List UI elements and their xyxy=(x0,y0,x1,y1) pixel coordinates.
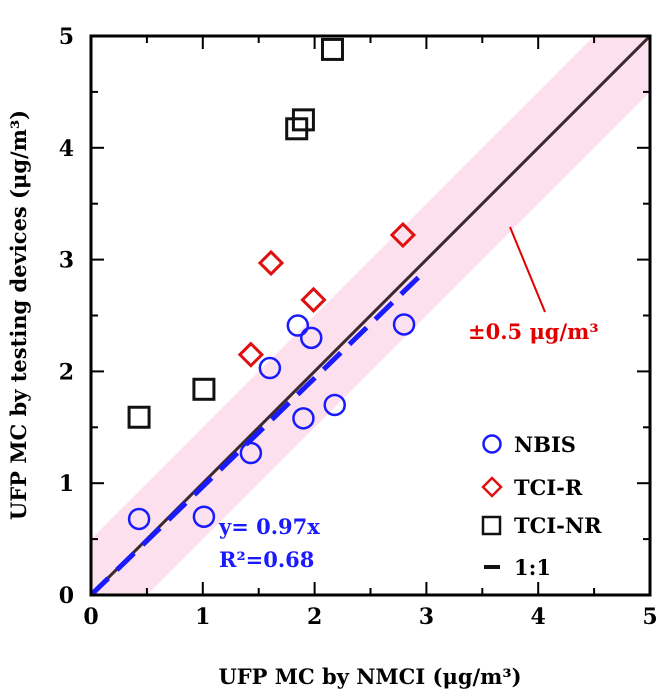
y-tick-label-2: 2 xyxy=(59,359,74,385)
legend: NBIS TCI-R TCI-NR 1:1 xyxy=(481,432,602,580)
x-tick-label-3: 3 xyxy=(419,604,434,630)
y-tick-label-4: 4 xyxy=(59,136,74,162)
y-tick-label-0: 0 xyxy=(59,583,74,609)
fit-r2-label: R²=0.68 xyxy=(219,547,314,572)
point-nbis-3 xyxy=(239,441,263,465)
x-tick-label-1: 1 xyxy=(195,604,210,630)
point-nbis-5 xyxy=(286,314,310,337)
point-nbis-8 xyxy=(323,393,346,417)
legend-tci-r-marker xyxy=(481,476,503,498)
x-tick-label-2: 2 xyxy=(307,604,322,630)
band-label: ±0.5 μg/m³ xyxy=(468,319,599,344)
y-tick-label-5: 5 xyxy=(59,24,74,50)
legend-one-to-one-label: 1:1 xyxy=(514,555,551,580)
legend-tci-r-label: TCI-R xyxy=(514,475,583,500)
point-nbis-7 xyxy=(292,407,315,430)
legend-tci-nr-marker xyxy=(481,515,502,536)
legend-tci-nr-label: TCI-NR xyxy=(514,513,602,538)
x-tick-label-4: 4 xyxy=(531,604,546,630)
point-tci-r-4 xyxy=(389,221,417,249)
point-tci-nr-2 xyxy=(192,377,216,401)
point-nbis-9 xyxy=(392,313,416,336)
point-tci-r-1 xyxy=(237,341,264,368)
point-nbis-6 xyxy=(299,326,323,350)
point-tci-nr-4 xyxy=(291,108,315,132)
point-tci-nr-5 xyxy=(320,37,344,61)
x-tick-label-0: 0 xyxy=(83,604,98,630)
fit-line xyxy=(91,267,429,595)
point-tci-r-3 xyxy=(300,286,327,313)
y-tick-label-1: 1 xyxy=(59,471,74,497)
y-tick-label-3: 3 xyxy=(59,248,74,274)
x-axis-title: UFP MC by NMCI (μg/m³) xyxy=(218,664,521,689)
fit-equation-label: y= 0.97x xyxy=(218,514,320,539)
x-tick-label-5: 5 xyxy=(642,604,657,630)
band-label-leader xyxy=(509,226,546,313)
point-tci-nr-1 xyxy=(127,405,151,429)
y-axis-title: UFP MC by testing devices (μg/m³) xyxy=(6,110,31,520)
legend-nbis-label: NBIS xyxy=(514,432,576,457)
point-tci-r-2 xyxy=(257,249,285,277)
point-nbis-1 xyxy=(127,507,151,531)
point-nbis-2 xyxy=(192,505,216,528)
point-nbis-4 xyxy=(258,356,282,380)
legend-nbis-marker xyxy=(482,434,502,454)
